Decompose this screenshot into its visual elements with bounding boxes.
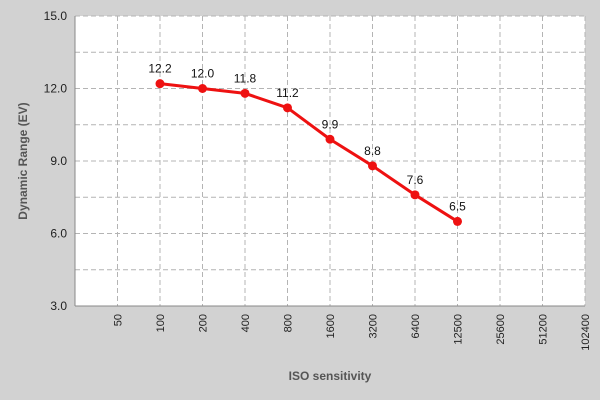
data-label: 12.2	[148, 62, 172, 76]
data-point	[325, 134, 335, 144]
x-tick-label: 51200	[538, 314, 550, 345]
x-tick-label: 800	[283, 314, 295, 332]
x-tick-label: 12500	[453, 314, 465, 345]
data-label: 12.0	[191, 67, 215, 81]
x-tick-label: 50	[113, 314, 125, 326]
x-tick-label: 25600	[495, 314, 507, 345]
y-tick-label: 12.0	[44, 82, 68, 96]
y-tick-label: 15.0	[44, 9, 68, 23]
data-point	[410, 190, 420, 200]
data-point	[453, 216, 462, 226]
x-tick-label: 100	[155, 314, 167, 332]
grid-lines	[74, 15, 586, 307]
y-tick-label: 6.0	[50, 227, 67, 241]
x-tick-label: 3200	[368, 314, 380, 338]
data-labels: 12.2 12.0 11.8 11.2 9.9 8.8 7.6 6.5	[148, 62, 466, 214]
data-point	[198, 84, 207, 93]
data-label: 7.6	[407, 173, 424, 187]
y-tick-label: 3.0	[50, 299, 67, 313]
y-axis-title: Dynamic Range (EV)	[16, 102, 30, 219]
data-point	[240, 88, 250, 98]
x-tick-label: 102400	[580, 314, 592, 351]
y-tick-label: 9.0	[50, 154, 67, 168]
data-point	[368, 161, 377, 171]
x-tick-label: 200	[198, 314, 210, 332]
data-point	[283, 103, 292, 113]
x-tick-label: 400	[240, 314, 252, 332]
data-label: 11.2	[276, 86, 299, 100]
data-point	[155, 79, 165, 89]
x-tick-label: 1600	[325, 314, 337, 338]
data-label: 9.9	[322, 117, 339, 131]
series-layer	[155, 79, 462, 226]
axis-ticks: 3.0 6.0 9.0 12.0 15.0 50 100 200 400 800 1600 3200 6…	[44, 9, 592, 351]
data-label: 8.8	[364, 144, 381, 158]
data-label: 11.8	[234, 71, 257, 85]
x-axis-title: ISO sensitivity	[289, 369, 372, 383]
data-label: 6.5	[449, 199, 466, 213]
series-line	[159, 82, 459, 223]
x-tick-label: 6400	[410, 314, 422, 338]
